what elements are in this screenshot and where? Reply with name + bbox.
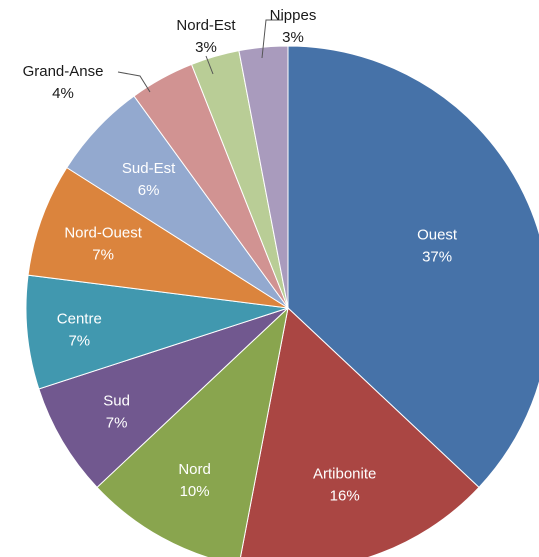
slice-grand-anse-label: Grand-Anse 4% — [23, 63, 104, 102]
slice-percent: 37% — [422, 249, 452, 266]
slice-nord-est-label: Nord-Est 3% — [176, 17, 236, 56]
slice-nord-label: Nord 10% — [178, 461, 211, 500]
slice-name: Sud-Est — [122, 160, 176, 177]
slice-name: Nord — [178, 461, 211, 478]
slice-artibonite — [239, 307, 480, 557]
slice-name: Centre — [57, 311, 102, 328]
slice-name: Nord-Est — [176, 17, 236, 34]
slice-centre-label: Centre 7% — [57, 311, 102, 350]
leader-line-nord-est — [205, 55, 214, 75]
slice-ouest-label: Ouest 37% — [417, 227, 458, 266]
slice-name: Artibonite — [313, 465, 376, 482]
slice-percent: 3% — [282, 29, 304, 46]
leader-lines — [117, 19, 283, 93]
slice-name: Nord-Ouest — [64, 224, 142, 241]
slice-percent: 3% — [195, 39, 217, 56]
slice-percent: 4% — [52, 85, 74, 102]
slice-name: Ouest — [417, 227, 458, 244]
slice-nord-ouest — [27, 166, 289, 309]
pie-slices — [25, 45, 539, 557]
slice-percent: 16% — [330, 487, 360, 504]
leader-line-grand-anse — [117, 71, 151, 93]
slice-ouest — [287, 45, 539, 489]
slice-sud-est-label: Sud-Est 6% — [122, 160, 176, 199]
slice-name: Nippes — [270, 7, 317, 24]
slice-centre — [25, 274, 289, 390]
slice-percent: 7% — [106, 414, 128, 431]
slice-name: Grand-Anse — [23, 63, 104, 80]
slice-percent: 7% — [92, 246, 114, 263]
slice-sud — [38, 307, 289, 489]
leader-line-nippes — [261, 19, 283, 59]
slice-artibonite-label: Artibonite 16% — [313, 465, 376, 504]
slice-percent: 7% — [68, 333, 90, 350]
slice-sud-label: Sud 7% — [103, 392, 130, 431]
slice-percent: 10% — [180, 483, 210, 500]
slice-nord — [96, 306, 289, 557]
slice-labels: Ouest 37% Artibonite 16% Nord 10% Sud 7% Centre 7… — [23, 7, 458, 504]
slice-nippes-label: Nippes 3% — [270, 7, 317, 46]
slice-name: Sud — [103, 392, 130, 409]
slice-percent: 6% — [138, 182, 160, 199]
slice-nord-ouest-label: Nord-Ouest 7% — [64, 224, 142, 263]
